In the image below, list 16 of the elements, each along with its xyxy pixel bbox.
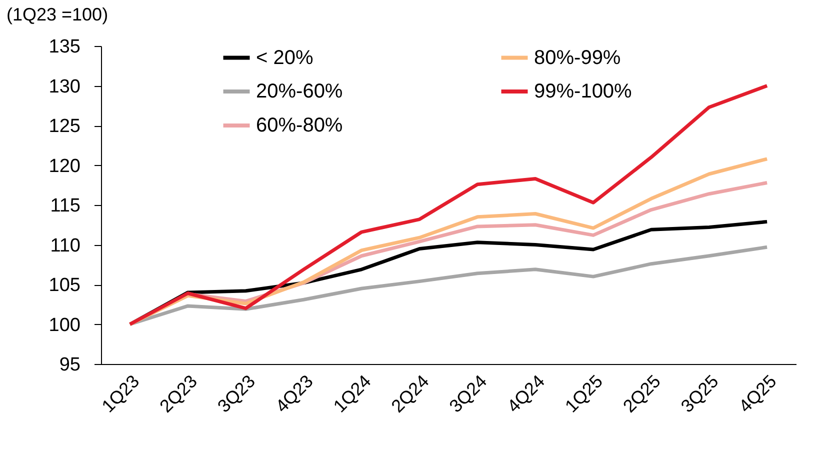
y-tick-label: 95	[59, 354, 80, 376]
legend-label: < 20%	[256, 46, 314, 69]
legend-label: 20%-60%	[256, 80, 343, 102]
y-axis-title: (1Q23 =100)	[6, 4, 108, 24]
legend-label: 60%-80%	[256, 114, 343, 136]
line-series	[128, 84, 769, 326]
y-tick-label: 115	[50, 196, 80, 216]
y-tick-label: 125	[48, 116, 80, 137]
y-tick-label: 105	[48, 275, 80, 296]
legend-label: 80%-99%	[534, 46, 621, 69]
y-tick-label: 130	[48, 76, 80, 98]
y-tick-label: 135	[48, 36, 80, 58]
y-tick-label: 100	[48, 314, 80, 336]
legend-label: 99%-100%	[534, 80, 632, 102]
y-tick-label: 120	[48, 156, 80, 177]
y-tick-label: 110	[50, 235, 80, 256]
